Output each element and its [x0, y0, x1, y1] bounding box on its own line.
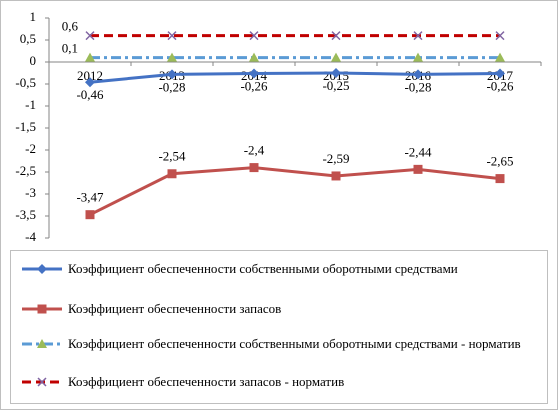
- marker: [495, 31, 505, 41]
- marker: [413, 52, 423, 62]
- legend-border: [10, 250, 548, 404]
- marker: [37, 339, 47, 348]
- data-label: -0,28: [158, 79, 185, 94]
- y-tick-label: 0,5: [20, 31, 36, 46]
- marker: [85, 210, 95, 220]
- marker: [331, 68, 341, 78]
- marker: [249, 68, 259, 79]
- data-label: -0,46: [76, 87, 104, 102]
- y-tick-label: 1: [30, 9, 37, 24]
- legend-label: Коэффициент обеспеченности собственными …: [68, 336, 521, 351]
- x-tick-label: 2012: [77, 68, 103, 83]
- marker: [249, 52, 259, 62]
- series-line: [89, 166, 501, 217]
- legend-label: Коэффициент обеспеченности запасов - нор…: [68, 374, 345, 389]
- marker: [331, 31, 341, 41]
- y-tick-label: -1: [25, 97, 36, 112]
- marker: [167, 169, 177, 179]
- data-label: -2,54: [158, 149, 186, 164]
- series-line: [89, 71, 501, 84]
- y-tick-label: -3: [25, 185, 36, 200]
- marker: [495, 52, 505, 62]
- marker: [37, 377, 47, 387]
- data-label: -0,26: [240, 78, 268, 93]
- data-label: -2,65: [486, 154, 513, 169]
- data-label: -2,4: [244, 143, 265, 158]
- marker: [167, 69, 177, 80]
- data-label: 0,1: [62, 41, 78, 56]
- data-label: -0,25: [322, 78, 349, 93]
- y-tick-label: -2,5: [15, 163, 36, 178]
- y-tick-label: -0,5: [15, 75, 36, 90]
- marker: [85, 52, 95, 62]
- marker: [167, 52, 177, 62]
- legend-label: Коэффициент обеспеченности запасов: [68, 301, 282, 316]
- marker: [413, 69, 423, 80]
- marker: [495, 68, 505, 79]
- marker: [85, 31, 95, 41]
- marker: [167, 31, 177, 41]
- marker: [331, 171, 341, 181]
- data-label: -0,26: [486, 78, 514, 93]
- marker: [249, 163, 259, 173]
- marker: [37, 264, 47, 274]
- legend-label: Коэффициент обеспеченности собственными …: [68, 261, 458, 276]
- data-label: -0,28: [404, 79, 431, 94]
- y-tick-label: -1,5: [15, 119, 36, 134]
- y-tick-label: -3,5: [15, 207, 36, 222]
- data-label: -3,47: [76, 190, 104, 205]
- data-label: 0,6: [62, 19, 79, 34]
- y-tick-label: -2: [25, 141, 36, 156]
- marker: [85, 77, 95, 88]
- marker: [495, 174, 505, 184]
- marker: [249, 31, 259, 41]
- data-label: -2,44: [404, 144, 432, 159]
- y-tick-label: 0: [30, 53, 37, 68]
- y-tick-label: -4: [25, 229, 36, 244]
- marker: [331, 52, 341, 62]
- marker: [413, 31, 423, 41]
- marker: [37, 304, 47, 314]
- data-label: -2,59: [322, 151, 349, 166]
- marker: [413, 164, 423, 174]
